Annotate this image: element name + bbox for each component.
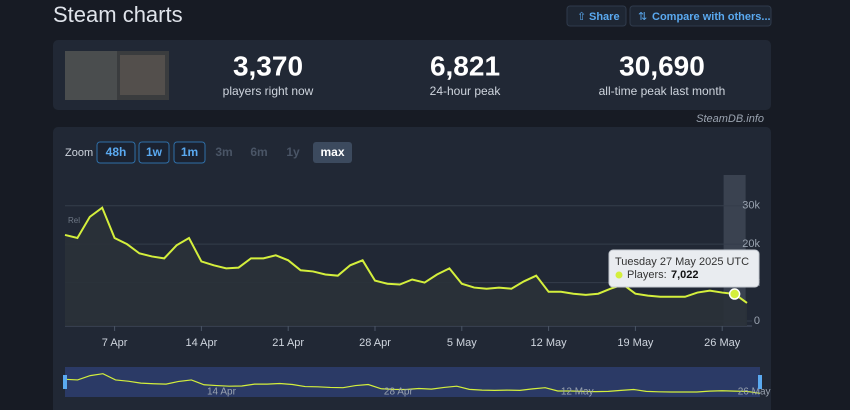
chart-panel [53, 127, 771, 410]
zoom-button-bg [96, 141, 136, 164]
navigator-handle-left [63, 375, 67, 389]
stat-label: all-time peak last month [599, 84, 726, 98]
stat-label: 24-hour peak [430, 84, 502, 98]
navigator-handle-right [758, 375, 762, 389]
thumbnail-figure [120, 55, 165, 95]
zoom-button-bg [138, 141, 170, 164]
button-label: Share [589, 11, 620, 23]
y-tick-label: 20k [742, 238, 760, 250]
zoom-button[interactable]: 1y [286, 145, 300, 159]
navigator-label: 28 Apr [384, 387, 414, 398]
x-tick-label: 12 May [531, 337, 568, 349]
share-button[interactable]: Share ⇧ [566, 5, 627, 27]
tooltip-title: Tuesday 27 May 2025 UTC [615, 256, 749, 268]
y-tick-label: 0 [754, 315, 760, 327]
button-bg [629, 5, 772, 27]
tooltip-value: 7,022 [671, 269, 699, 281]
zoom-button[interactable]: 6m [250, 145, 267, 159]
zoom-button-label: 1y [286, 145, 300, 159]
x-tick-label: 14 Apr [185, 337, 217, 349]
button-bg [566, 5, 627, 27]
navigator-label: 26 May [738, 387, 771, 398]
zoom-button[interactable]: max [313, 142, 352, 163]
x-tick-label: 5 May [447, 337, 477, 349]
button-label: Compare with others... [652, 11, 771, 23]
x-tick-label: 21 Apr [272, 337, 304, 349]
compare-button[interactable]: Compare with others... ⇅ [629, 5, 772, 27]
line [64, 206, 748, 304]
zoom-button-label: 6m [250, 145, 267, 159]
credit: SteamDB.info [696, 113, 764, 125]
navigator-label: 12 May [561, 387, 594, 398]
tooltip-bg [608, 249, 760, 288]
tooltip-dot [615, 271, 623, 279]
compare-icon: ⇅ [638, 11, 647, 23]
annotation: Rel [68, 216, 80, 225]
stat-value: 30,690 [619, 50, 705, 81]
zoom-button-label: max [320, 145, 344, 159]
thumbnail-shade [65, 51, 117, 100]
x-tick-label: 7 Apr [102, 337, 128, 349]
area [65, 207, 747, 326]
navigator-bg [65, 367, 760, 397]
zoom-button[interactable]: 1m [173, 141, 206, 164]
zoom-button-label: 1w [146, 145, 163, 159]
page-title: Steam charts [53, 2, 183, 27]
x-tick-label: 28 Apr [359, 337, 391, 349]
game-thumbnail [65, 51, 169, 100]
zoom-button[interactable]: 48h [96, 141, 136, 164]
zoom-buttons: 48h 1w 1m 3m 6m 1y max [96, 141, 352, 164]
zoom-button-label: 48h [106, 145, 127, 159]
navigator-line [64, 373, 761, 394]
highlight-point [728, 288, 741, 300]
tooltip-label: Players: [627, 269, 667, 281]
zoom-button[interactable]: 3m [215, 145, 232, 159]
y-tick-label: 30k [742, 200, 760, 212]
share-icon: ⇧ [577, 11, 586, 23]
stat-label: players right now [223, 84, 314, 98]
zoom-button-label: 3m [215, 145, 232, 159]
navigator-label: 14 Apr [207, 387, 237, 398]
zoom-button-label: 1m [181, 145, 198, 159]
zoom-button[interactable]: 1w [138, 141, 170, 164]
zoom-label: Zoom [65, 147, 93, 159]
zoom-button-bg [313, 142, 352, 163]
stats-panel [53, 40, 771, 110]
x-tick-label: 19 May [617, 337, 654, 349]
x-tick-label: 26 May [704, 337, 741, 349]
stat-value: 3,370 [233, 50, 303, 81]
zoom-button-bg [173, 141, 206, 164]
stat-value: 6,821 [430, 50, 500, 81]
